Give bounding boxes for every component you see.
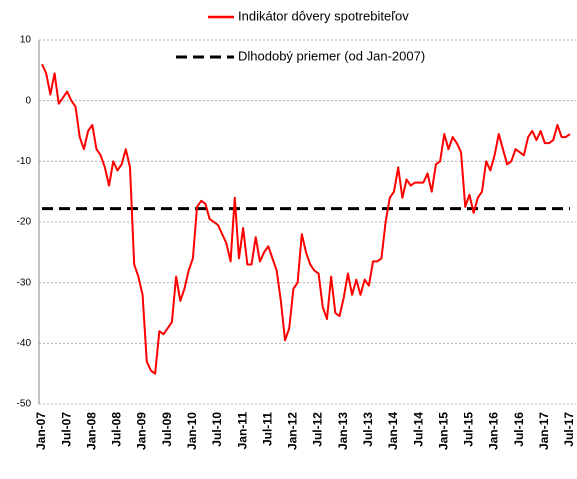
x-tick-label: Jan-15 xyxy=(436,412,450,450)
y-tick-label: -10 xyxy=(17,156,32,167)
x-tick-label: Jul-12 xyxy=(311,412,325,447)
x-tick-label: Jan-10 xyxy=(185,412,199,450)
x-tick-label: Jul-16 xyxy=(512,412,526,447)
x-tick-label: Jul-08 xyxy=(110,412,124,447)
x-tick-label: Jan-11 xyxy=(235,412,249,450)
legend-label: Dlhodobý priemer (od Jan-2007) xyxy=(238,48,425,63)
x-tick-label: Jan-14 xyxy=(386,412,400,450)
y-tick-label: 10 xyxy=(20,35,32,46)
x-tick-label: Jan-08 xyxy=(84,412,98,450)
data-line xyxy=(41,63,571,375)
x-tick-label: Jul-09 xyxy=(160,412,174,447)
x-tick-label: Jan-09 xyxy=(135,412,149,450)
x-tick-label: Jan-13 xyxy=(336,412,350,450)
x-tick-label: Jan-17 xyxy=(537,412,551,450)
y-tick-label: -30 xyxy=(17,277,32,288)
y-tick-label: -20 xyxy=(17,217,32,228)
x-tick-label: Jan-07 xyxy=(34,412,48,450)
x-tick-label: Jul-14 xyxy=(411,412,425,447)
y-tick-label: 0 xyxy=(25,95,31,106)
x-tick-label: Jul-11 xyxy=(260,412,274,446)
x-tick-label: Jul-13 xyxy=(361,412,375,447)
x-tick-label: Jul-17 xyxy=(562,412,576,447)
y-tick-label: -40 xyxy=(17,338,32,349)
x-tick-label: Jul-10 xyxy=(210,412,224,447)
legend-label: Indikátor dôvery spotrebiteľov xyxy=(238,8,409,23)
x-tick-label: Jan-16 xyxy=(487,412,501,450)
x-tick-label: Jan-12 xyxy=(286,412,300,450)
x-tick-label: Jul-15 xyxy=(462,412,476,447)
x-tick-label: Jul-07 xyxy=(59,412,73,447)
y-tick-label: -50 xyxy=(17,399,32,410)
